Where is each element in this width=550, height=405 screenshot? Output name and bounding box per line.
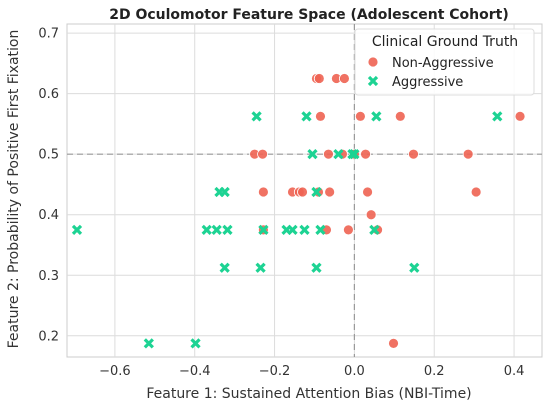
aggressive-point: [315, 224, 326, 235]
y-tick-label: 0.3: [38, 269, 59, 284]
non-aggressive-point: [323, 148, 334, 160]
non-aggressive-point: [257, 186, 269, 198]
legend-title: Clinical Ground Truth: [372, 34, 518, 50]
aggressive-point: [251, 111, 262, 122]
non-aggressive-point: [388, 337, 399, 349]
x-axis-label: Feature 1: Sustained Attention Bias (NBI…: [146, 386, 471, 402]
legend-marker-non-aggressive: [367, 56, 379, 68]
x-tick-label: −0.6: [99, 364, 131, 379]
non-aggressive-point: [313, 73, 325, 84]
x-tick-label: 0.4: [504, 364, 525, 379]
aggressive-point: [409, 262, 420, 273]
legend: Clinical Ground Truth Non-Aggressive Aggr…: [354, 28, 535, 96]
non-aggressive-point: [360, 148, 371, 160]
aggressive-point: [201, 224, 212, 235]
aggressive-point: [211, 224, 222, 235]
non-aggressive-point: [257, 148, 268, 160]
y-axis-label: Feature 2: Probability of Positive First…: [6, 30, 22, 349]
data-points: [71, 73, 526, 349]
aggressive-point: [143, 338, 154, 349]
non-aggressive-point: [394, 110, 406, 122]
aggressive-point: [258, 224, 269, 235]
x-tick-label: 0.2: [424, 364, 445, 379]
aggressive-point: [219, 262, 230, 273]
aggressive-point: [219, 186, 230, 198]
y-axis-ticks: 0.2 0.3 0.4 0.5 0.6 0.7: [38, 27, 59, 345]
y-tick-label: 0.5: [38, 148, 59, 163]
chart-title: 2D Oculomotor Feature Space (Adolescent …: [109, 7, 509, 23]
x-tick-label: −0.2: [259, 364, 291, 379]
y-tick-label: 0.6: [38, 87, 59, 102]
aggressive-point: [299, 224, 310, 235]
legend-box: [354, 28, 535, 96]
aggressive-point: [222, 224, 233, 235]
non-aggressive-point: [462, 148, 474, 160]
non-aggressive-point: [324, 186, 336, 198]
aggressive-point: [311, 186, 322, 198]
non-aggressive-point: [315, 110, 326, 122]
grid-lines: [67, 24, 542, 357]
non-aggressive-point: [408, 148, 419, 160]
aggressive-point: [301, 111, 312, 122]
legend-items: Non-Aggressive Aggressive: [367, 56, 494, 90]
aggressive-point: [492, 111, 503, 122]
non-aggressive-point: [365, 209, 377, 221]
y-tick-label: 0.7: [38, 27, 59, 42]
legend-label-non-aggressive: Non-Aggressive: [392, 56, 494, 71]
non-aggressive-point: [343, 224, 354, 236]
aggressive-point: [369, 224, 380, 235]
x-axis-ticks: −0.6 −0.4 −0.2 0.0 0.2 0.4: [99, 364, 524, 379]
non-aggressive-point: [362, 186, 373, 198]
non-aggressive-point: [354, 110, 366, 122]
aggressive-point: [287, 224, 298, 235]
aggressive-point: [349, 149, 360, 160]
aggressive-point: [371, 111, 382, 122]
legend-marker-aggressive: [367, 75, 379, 87]
y-tick-label: 0.2: [38, 329, 59, 344]
aggressive-point: [255, 262, 266, 273]
non-aggressive-point: [297, 186, 308, 198]
aggressive-point: [190, 338, 201, 349]
aggressive-point: [311, 262, 322, 273]
x-tick-label: 0.0: [344, 364, 365, 379]
aggressive-point: [307, 149, 318, 160]
aggressive-point: [333, 149, 344, 160]
legend-label-aggressive: Aggressive: [392, 75, 463, 90]
non-aggressive-point: [470, 186, 482, 198]
non-aggressive-point: [339, 73, 350, 84]
y-tick-label: 0.4: [38, 208, 59, 223]
non-aggressive-point: [514, 110, 526, 122]
aggressive-point: [71, 224, 83, 235]
x-tick-label: −0.4: [179, 364, 211, 379]
